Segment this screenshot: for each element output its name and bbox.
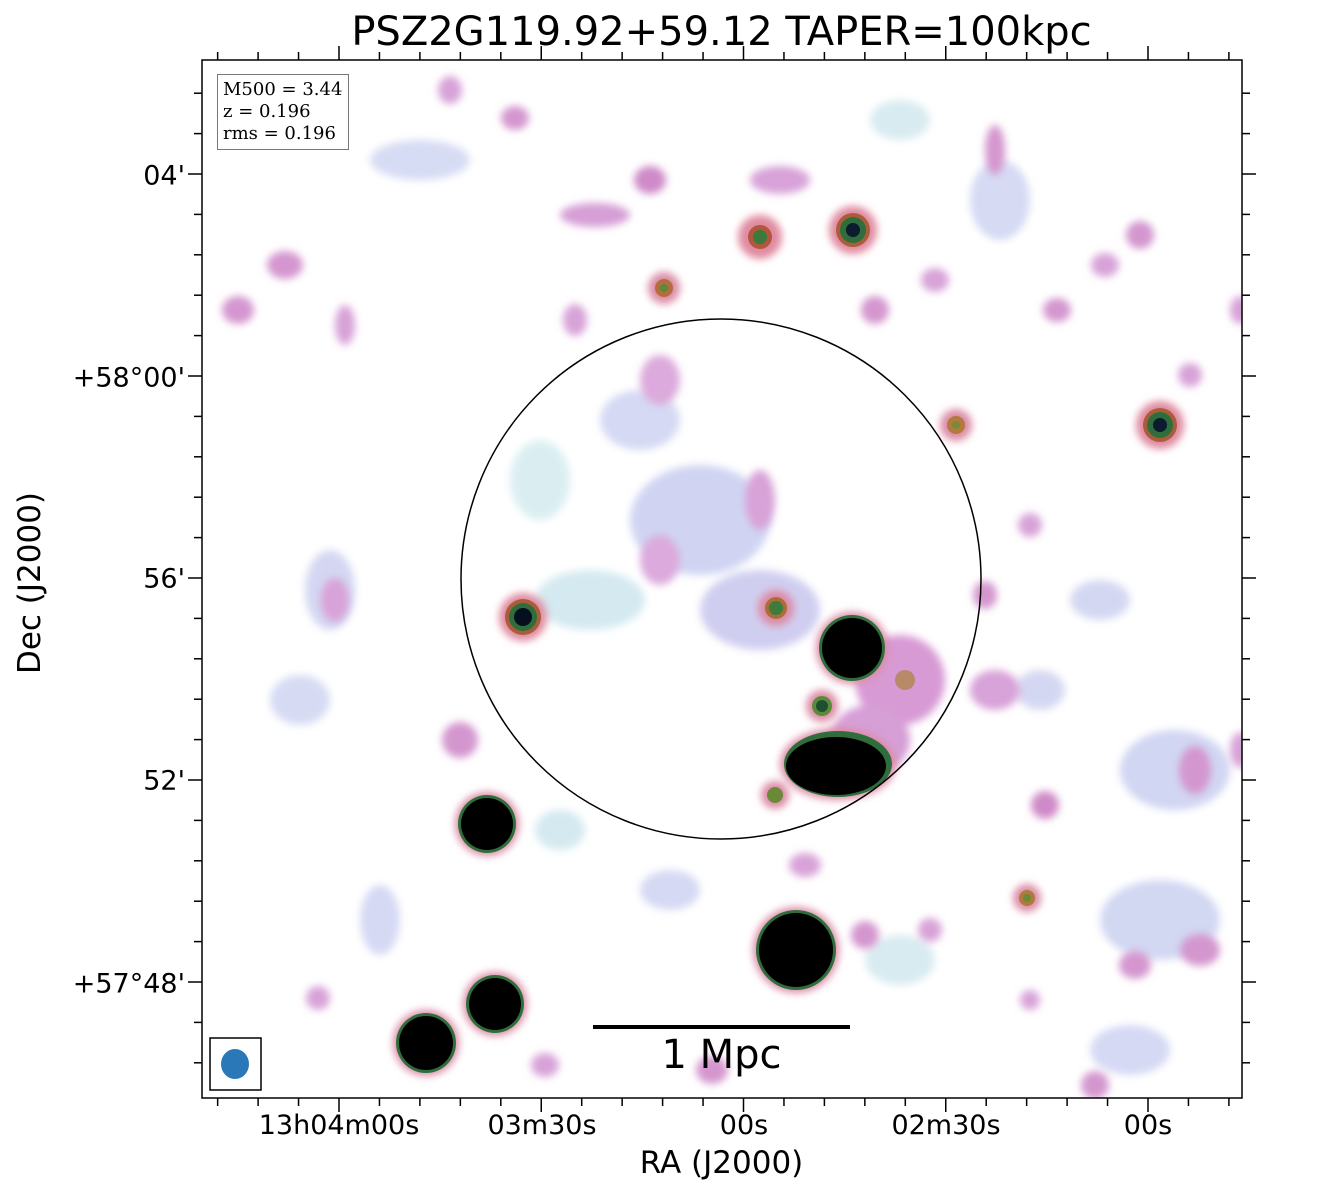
redshift-text: z = 0.196 [223, 101, 311, 122]
source [758, 590, 794, 626]
bright-source [455, 792, 519, 856]
y-tick-label: +57°48' [72, 968, 185, 1000]
bright-source [816, 612, 888, 684]
emission-map [202, 60, 1242, 1098]
rms-text: rms = 0.196 [223, 123, 336, 144]
y-tick-label: 04' [143, 160, 185, 192]
bright-source [780, 728, 896, 800]
source [1013, 884, 1041, 912]
source [895, 670, 915, 690]
cluster-aperture-circle [460, 318, 982, 840]
bright-source [463, 972, 527, 1036]
source [940, 409, 972, 441]
y-axis-label: Dec (J2000) [12, 491, 48, 675]
source [499, 593, 547, 641]
source [648, 272, 680, 304]
x-tick-label: 03m30s [487, 1110, 597, 1141]
plot-frame [201, 59, 1243, 1099]
tick-marks [188, 46, 1256, 1112]
y-tick-label: +58°00' [72, 362, 185, 394]
m500-text: M500 = 3.44 [223, 79, 343, 100]
faint-emission [270, 100, 1230, 1075]
source [738, 215, 782, 259]
beam-ellipse [221, 1049, 249, 1079]
compact-sources [393, 206, 1184, 1076]
source [761, 781, 789, 809]
source [806, 690, 838, 722]
y-tick-label: 56' [143, 563, 185, 595]
figure-title: PSZ2G119.92+59.12 TAPER=100kpc [351, 9, 1092, 55]
x-tick-label: 02m30s [891, 1110, 1001, 1141]
y-tick-label: 52' [143, 765, 185, 797]
info-box: M500 = 3.44 z = 0.196 rms = 0.196 [217, 74, 350, 150]
x-tick-label: 00s [719, 1110, 769, 1141]
bright-source [753, 907, 839, 993]
x-tick-label: 00s [1123, 1110, 1173, 1141]
x-tick-label: 13h04m00s [258, 1110, 420, 1141]
map-background [202, 60, 1242, 1098]
bright-source [393, 1010, 459, 1076]
source [1136, 401, 1184, 449]
scalebar-label: 1 Mpc [661, 1032, 782, 1078]
source [829, 206, 877, 254]
x-axis-label: RA (J2000) [639, 1145, 804, 1181]
